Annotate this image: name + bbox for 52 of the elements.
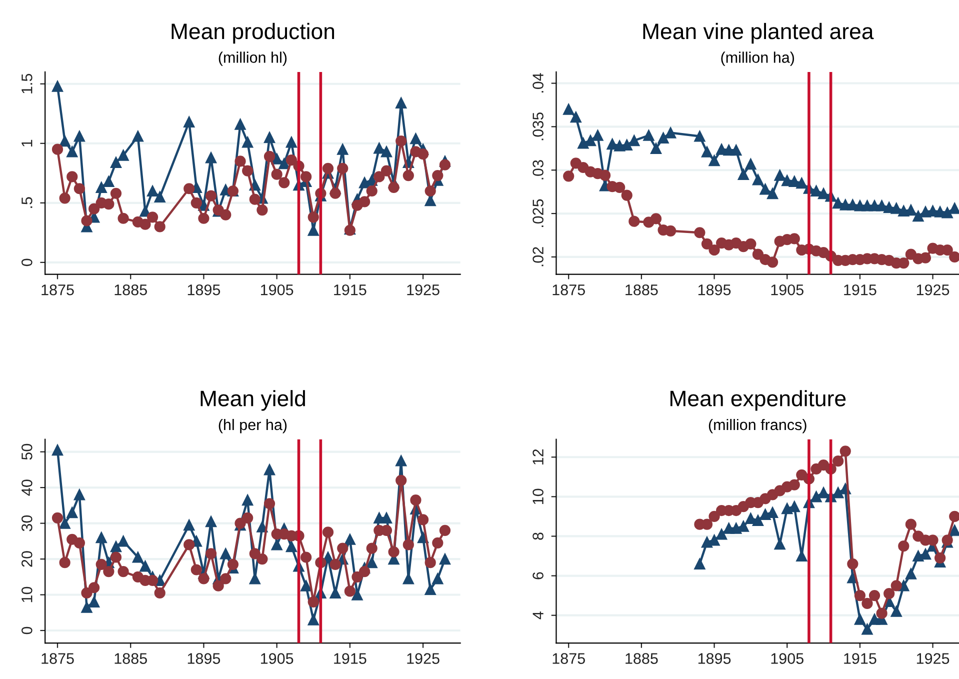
x-tick-label: 1915 [334,653,366,664]
y-tick-label: 10 [532,488,544,504]
y-tick-label: 50 [22,444,32,460]
chart-title: Mean expenditure [670,390,846,411]
x-tick-label: 1895 [698,284,731,296]
x-tick-label: 1925 [407,284,440,296]
y-tick-label: .5 [22,197,32,208]
x-tick-label: 1875 [42,653,74,664]
x-tick-label: 1895 [698,653,731,664]
y-tick-label: .04 [532,73,544,92]
x-tick-label: 1915 [844,284,876,296]
chart-subtitle: (hl per ha) [218,418,287,434]
y-tick-label: .03 [532,160,544,180]
y-tick-label: 12 [532,449,544,464]
y-tick-label: 1.5 [22,74,32,94]
x-tick-label: 1925 [916,653,950,664]
y-tick-label: 0 [22,626,32,634]
y-tick-label: 1 [22,140,32,146]
x-tick-label: 1915 [334,284,366,296]
y-tick-label: 20 [22,551,32,567]
x-tick-label: 1885 [114,653,147,664]
x-tick-label: 1915 [844,653,876,664]
chart-title: Mean production [172,22,334,44]
x-tick-label: 1885 [626,653,658,664]
chart-subtitle: (million francs) [708,418,806,434]
y-tick-label: 40 [22,480,32,496]
x-tick-label: 1875 [552,653,585,664]
x-tick-label: 1875 [42,284,74,296]
y-tick-label: 30 [22,515,32,532]
y-tick-label: 0 [22,258,32,266]
y-tick-label: .035 [532,112,544,140]
chart-title: Mean yield [200,390,305,411]
x-tick-label: 1895 [188,653,220,664]
x-tick-label: 1905 [771,653,804,664]
y-tick-label: .025 [532,199,544,227]
x-tick-label: 1905 [260,653,294,664]
chart-subtitle: (million hl) [218,52,287,66]
x-tick-label: 1885 [626,284,658,296]
y-tick-label: 4 [532,612,544,620]
y-tick-label: 6 [532,572,544,580]
x-tick-label: 1925 [407,653,440,664]
x-tick-label: 1895 [188,284,220,296]
chart-title: Mean vine planted area [643,22,874,44]
x-tick-label: 1925 [916,284,950,296]
x-tick-label: 1905 [260,284,294,296]
x-tick-label: 1905 [771,284,804,296]
chart-subtitle: (million ha) [721,52,794,66]
y-tick-label: .02 [532,247,544,266]
y-tick-label: 8 [532,532,544,540]
y-tick-label: 10 [22,586,32,602]
x-tick-label: 1885 [114,284,147,296]
x-tick-label: 1875 [552,284,585,296]
